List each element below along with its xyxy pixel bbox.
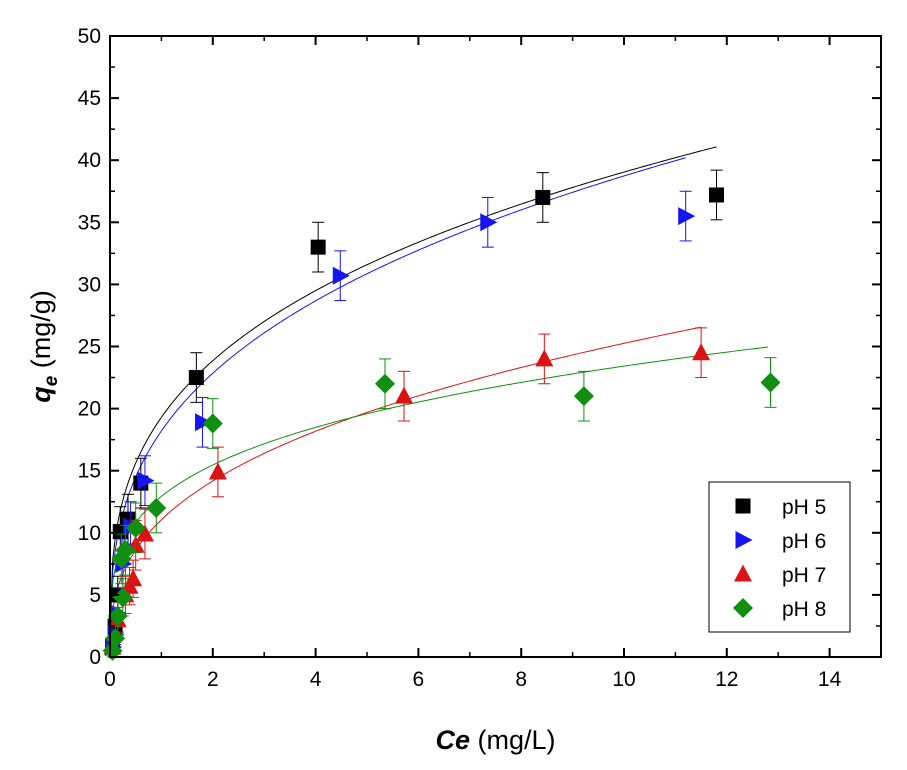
data-point <box>124 569 143 587</box>
fit-curve-ph-6 <box>109 157 686 628</box>
y-axis-subscript: e <box>41 375 62 386</box>
legend-marker <box>735 531 753 549</box>
x-axis-label: Ce (mg/L) <box>435 725 555 755</box>
y-tick-label: 40 <box>78 149 101 172</box>
data-point <box>760 372 781 393</box>
y-tick-label: 5 <box>89 584 101 607</box>
data-point <box>115 540 136 561</box>
legend-marker <box>733 598 753 618</box>
y-tick-label: 30 <box>78 273 101 296</box>
legend-label: pH 7 <box>782 564 826 587</box>
data-point <box>125 517 146 538</box>
data-point <box>208 462 227 480</box>
y-tick-label: 25 <box>78 336 101 359</box>
x-tick-label: 0 <box>104 668 116 691</box>
x-axis-symbol: Ce <box>435 725 470 755</box>
data-point <box>535 189 551 205</box>
series-ph-6 <box>105 190 696 657</box>
legend-box <box>708 481 851 633</box>
data-point <box>135 524 154 542</box>
y-tick-label: 15 <box>78 460 101 483</box>
data-point <box>692 343 711 361</box>
x-tick-label: 2 <box>207 668 219 691</box>
legend-label: pH 5 <box>782 496 826 519</box>
legend-marker <box>734 564 752 582</box>
y-tick-label: 20 <box>78 398 101 421</box>
data-point <box>480 213 498 232</box>
data-point <box>310 239 326 255</box>
axis-ticks: 0 2 4 6 8 10 12 14 0 5 10 15 20 25 30 35 40 45 50 <box>78 25 881 691</box>
x-axis-unit: (mg/L) <box>470 725 556 755</box>
data-point <box>188 370 204 386</box>
legend-label: pH 8 <box>782 598 826 621</box>
data-point <box>332 266 350 285</box>
series-ph-8 <box>102 357 781 661</box>
fit-curves <box>109 146 768 643</box>
legend-marker <box>735 498 751 514</box>
x-tick-label: 8 <box>515 668 527 691</box>
data-point <box>137 471 155 490</box>
series-ph-5 <box>105 169 725 655</box>
legend-label: pH 6 <box>782 530 826 553</box>
y-tick-label: 35 <box>78 211 101 234</box>
data-point <box>202 413 223 434</box>
x-tick-label: 4 <box>310 668 322 691</box>
data-point <box>395 386 414 404</box>
x-tick-label: 10 <box>612 668 635 691</box>
data-point <box>709 187 725 203</box>
y-tick-label: 0 <box>89 646 101 669</box>
y-tick-label: 45 <box>78 87 101 110</box>
data-point <box>146 497 167 518</box>
data-points <box>102 169 781 661</box>
data-point <box>374 373 395 394</box>
data-point <box>535 349 554 367</box>
x-tick-label: 14 <box>818 668 842 691</box>
y-axis-label: qe (mg/g) <box>26 290 62 403</box>
x-tick-label: 12 <box>715 668 738 691</box>
x-tick-label: 6 <box>413 668 425 691</box>
y-axis-symbol: q <box>26 386 56 403</box>
data-point <box>195 413 213 432</box>
fit-curve-ph-5 <box>109 146 717 622</box>
y-axis-unit: (mg/g) <box>26 290 56 376</box>
data-point <box>678 207 696 226</box>
y-tick-label: 50 <box>78 25 101 48</box>
fit-curve-ph-8 <box>109 346 768 625</box>
y-tick-label: 10 <box>78 522 101 545</box>
data-point <box>112 587 133 608</box>
legend: pH 5 pH 6 pH 7 pH 8 <box>708 481 851 633</box>
data-point <box>573 386 594 407</box>
